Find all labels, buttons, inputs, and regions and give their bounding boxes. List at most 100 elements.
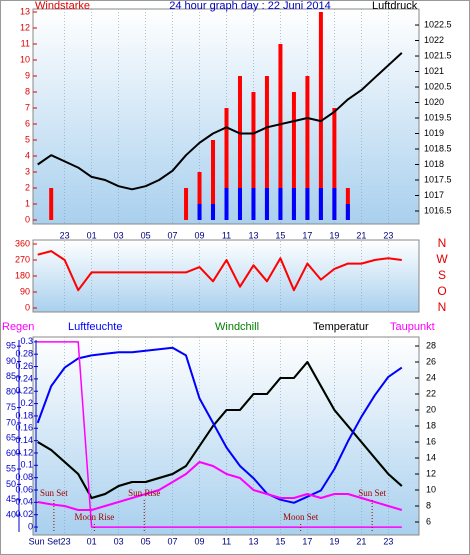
y-tick-label: 26 xyxy=(426,356,436,366)
y-tick-label: 65 xyxy=(6,433,16,443)
y-tick-label: S xyxy=(438,268,446,282)
series-line xyxy=(37,250,402,292)
x-tick-label: 03 xyxy=(114,230,124,240)
wind-bar xyxy=(49,188,54,220)
series-line xyxy=(37,461,403,511)
legend-entry: Taupunkt xyxy=(390,321,435,333)
y-tick-label: 75 xyxy=(6,402,16,412)
wind-bar xyxy=(197,172,202,220)
y-tick-label: 0.14 xyxy=(15,435,33,445)
y-tick-label: 1019 xyxy=(424,128,444,138)
x-tick-label: 01 xyxy=(87,230,97,240)
y-tick-label: 50 xyxy=(6,479,16,489)
y-tick-label: 20 xyxy=(426,404,436,414)
wind-bar xyxy=(251,188,256,220)
wind-bar xyxy=(278,44,283,220)
wind-bar xyxy=(224,108,229,220)
y-tick-label: 1019.5 xyxy=(424,112,452,122)
y-tick-label: 95 xyxy=(6,341,16,351)
y-tick-label: 0.3 xyxy=(20,336,33,346)
y-tick-label: 0.12 xyxy=(15,447,33,457)
x-tick-label: Sun Set23 xyxy=(29,536,71,546)
panel-background xyxy=(32,239,420,313)
y-tick-label: 70 xyxy=(6,417,16,427)
y-tick-label: 18 xyxy=(426,420,436,430)
wind-bar xyxy=(237,188,242,220)
y-tick-label: 8 xyxy=(25,86,30,96)
y-tick-label: 1022.5 xyxy=(424,19,452,29)
y-tick-label: 90 xyxy=(6,356,16,366)
y-tick-label: 1018 xyxy=(424,159,444,169)
y-tick-label: 12 xyxy=(20,22,30,32)
event-label: Sun Set xyxy=(40,488,68,498)
y-tick-label: 1 xyxy=(25,198,30,208)
y-tick-label: 0.24 xyxy=(15,373,33,383)
y-tick-label: 0.18 xyxy=(15,410,33,420)
y-tick-label: 0.28 xyxy=(15,349,33,359)
y-tick-label: 4 xyxy=(25,150,30,160)
y2-axis-title: Luftdruck xyxy=(372,0,418,12)
y-tick-label: 0.26 xyxy=(15,361,33,371)
series-line xyxy=(37,52,403,191)
x-tick-label: 17 xyxy=(302,230,312,240)
y-tick-label: 180 xyxy=(15,270,30,280)
y-tick-label: 7 xyxy=(25,102,30,112)
y-tick-label: 1016.5 xyxy=(424,205,452,215)
y-tick-label: 1018.5 xyxy=(424,143,452,153)
wind-bar xyxy=(318,188,323,220)
y-tick-label: 9 xyxy=(25,70,30,80)
x-tick-label: 07 xyxy=(168,536,178,546)
y-tick-label: N xyxy=(438,300,447,314)
x-tick-label: 05 xyxy=(141,230,151,240)
wind-bar xyxy=(291,188,296,220)
x-tick-label: 19 xyxy=(329,230,339,240)
series-line xyxy=(36,346,403,504)
y-tick-label: 90 xyxy=(20,286,30,296)
y-tick-label: 40 xyxy=(6,509,16,519)
y-tick-label: 6 xyxy=(426,516,431,526)
legend-entry: Regen xyxy=(2,321,34,333)
x-tick-label: 23 xyxy=(383,230,393,240)
y-tick-label: 12 xyxy=(426,468,436,478)
wind-bar xyxy=(211,204,216,220)
y-tick-label: 1017.5 xyxy=(424,174,452,184)
x-tick-label: 17 xyxy=(302,536,312,546)
y-tick-label: 0.16 xyxy=(15,423,33,433)
wind-bar xyxy=(305,76,310,220)
y-tick-label: 0.08 xyxy=(15,472,33,482)
x-tick-label: 11 xyxy=(222,230,231,240)
x-tick-label: 21 xyxy=(356,230,366,240)
y-tick-label: 0.2 xyxy=(20,398,33,408)
wind-bar xyxy=(251,92,256,220)
y-tick-label: 8 xyxy=(426,500,431,510)
y-tick-label: 10 xyxy=(20,54,30,64)
y-tick-label: 270 xyxy=(15,254,30,264)
y-tick-label: 60 xyxy=(6,448,16,458)
y-tick-label: W xyxy=(436,252,448,266)
y-tick-label: 11 xyxy=(21,38,30,48)
x-tick-label: 05 xyxy=(141,536,151,546)
wind-bar xyxy=(332,108,337,220)
y-tick-label: 1017 xyxy=(424,190,444,200)
x-tick-label: 23 xyxy=(60,230,70,240)
y-tick-label: 0.02 xyxy=(15,509,33,519)
y-tick-label: 0 xyxy=(25,302,30,312)
x-tick-label: 07 xyxy=(168,230,178,240)
y-tick-label: 28 xyxy=(426,340,436,350)
y-tick-label: 22 xyxy=(426,388,436,398)
y-tick-label: 2 xyxy=(25,182,30,192)
x-tick-label: 19 xyxy=(329,536,339,546)
wind-bar xyxy=(184,188,189,220)
y-tick-label: 0.1 xyxy=(20,460,33,470)
event-label: Sun Set xyxy=(358,488,386,498)
y-tick-label: 0 xyxy=(28,521,33,531)
y-tick-label: 16 xyxy=(426,436,436,446)
wind-bar xyxy=(197,204,202,220)
y-tick-label: N xyxy=(438,236,447,250)
x-tick-label: 23 xyxy=(383,536,393,546)
y-tick-label: 14 xyxy=(426,452,436,462)
wind-bar xyxy=(291,92,296,220)
wind-bar xyxy=(305,188,310,220)
wind-bar xyxy=(345,204,350,220)
